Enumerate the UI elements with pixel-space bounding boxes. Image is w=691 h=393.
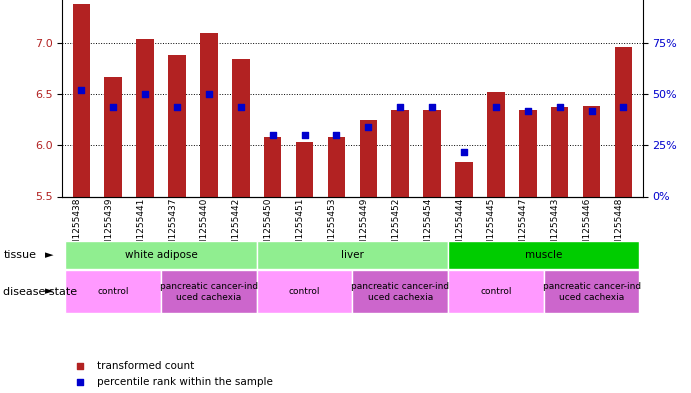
Point	[267, 132, 278, 138]
Bar	[168, 55, 186, 196]
FancyBboxPatch shape	[161, 270, 257, 314]
Point	[586, 108, 597, 114]
Text: transformed count: transformed count	[97, 361, 194, 371]
Bar	[104, 77, 122, 196]
Point	[140, 91, 151, 97]
Bar	[328, 137, 346, 196]
Text: control: control	[97, 287, 129, 296]
Point	[299, 132, 310, 138]
Bar	[264, 137, 281, 196]
Point	[74, 363, 85, 369]
Bar	[73, 4, 90, 196]
Bar	[583, 106, 600, 196]
Point	[235, 103, 246, 110]
Bar	[136, 39, 154, 197]
Point	[203, 91, 214, 97]
Point	[171, 103, 182, 110]
Text: pancreatic cancer-ind
uced cachexia: pancreatic cancer-ind uced cachexia	[351, 282, 449, 301]
FancyBboxPatch shape	[448, 270, 544, 314]
FancyBboxPatch shape	[66, 241, 257, 269]
Text: disease state: disease state	[3, 286, 77, 297]
Bar	[424, 110, 441, 196]
FancyBboxPatch shape	[257, 241, 448, 269]
Point	[618, 103, 629, 110]
Text: muscle: muscle	[525, 250, 562, 260]
Text: liver: liver	[341, 250, 364, 260]
Point	[522, 108, 533, 114]
Bar	[551, 107, 569, 196]
Text: white adipose: white adipose	[124, 250, 198, 260]
Text: pancreatic cancer-ind
uced cachexia: pancreatic cancer-ind uced cachexia	[542, 282, 641, 301]
Bar	[200, 33, 218, 196]
Point	[491, 103, 502, 110]
FancyBboxPatch shape	[544, 270, 639, 314]
Point	[76, 87, 87, 94]
Text: percentile rank within the sample: percentile rank within the sample	[97, 377, 273, 387]
Text: pancreatic cancer-ind
uced cachexia: pancreatic cancer-ind uced cachexia	[160, 282, 258, 301]
Bar	[359, 120, 377, 196]
Point	[74, 379, 85, 385]
FancyBboxPatch shape	[66, 270, 161, 314]
FancyBboxPatch shape	[257, 270, 352, 314]
Text: tissue: tissue	[3, 250, 37, 260]
Point	[363, 124, 374, 130]
FancyBboxPatch shape	[448, 241, 639, 269]
Text: ►: ►	[45, 286, 53, 297]
Point	[108, 103, 119, 110]
Text: control: control	[289, 287, 321, 296]
Bar	[392, 110, 409, 196]
Bar	[487, 92, 504, 196]
Point	[459, 149, 470, 155]
Point	[554, 103, 565, 110]
FancyBboxPatch shape	[352, 270, 448, 314]
Bar	[232, 59, 249, 196]
Point	[426, 103, 437, 110]
Bar	[519, 110, 537, 196]
Bar	[455, 162, 473, 196]
Point	[395, 103, 406, 110]
Point	[331, 132, 342, 138]
Bar	[296, 142, 313, 196]
Text: ►: ►	[45, 250, 53, 260]
Text: control: control	[480, 287, 511, 296]
Bar	[615, 47, 632, 196]
